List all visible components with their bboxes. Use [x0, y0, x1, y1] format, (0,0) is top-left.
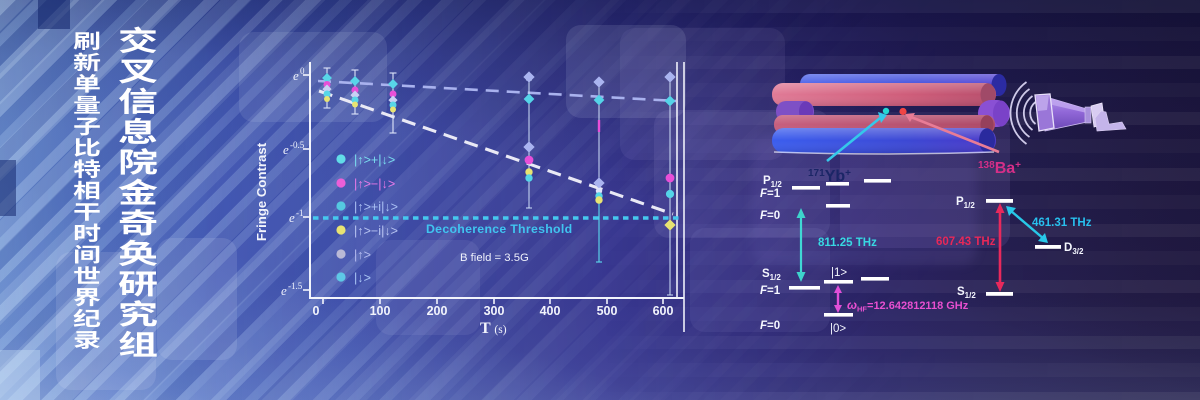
svg-text:e: e: [283, 142, 289, 157]
svg-text:F=1: F=1: [760, 188, 781, 200]
svg-text:|0>: |0>: [830, 323, 846, 335]
svg-text:T (s): T (s): [480, 320, 507, 337]
svg-text:|↑>+i|↓>: |↑>+i|↓>: [354, 200, 398, 214]
svg-text:300: 300: [484, 304, 505, 318]
svg-text:811.25 THz: 811.25 THz: [818, 237, 877, 249]
svg-text:S1/2: S1/2: [957, 286, 976, 300]
svg-text:F=0: F=0: [760, 320, 780, 332]
svg-text:607.43 THz: 607.43 THz: [936, 236, 996, 248]
svg-text:100: 100: [370, 304, 391, 318]
svg-text:P1/2: P1/2: [956, 196, 975, 210]
svg-text:P1/2: P1/2: [763, 175, 782, 189]
svg-text:e: e: [281, 283, 287, 298]
svg-text:ωHF=12.642812118 GHz: ωHF=12.642812118 GHz: [847, 298, 969, 314]
svg-text:|↑>+|↓>: |↑>+|↓>: [354, 153, 395, 167]
svg-text:|↑>−|↓>: |↑>−|↓>: [354, 177, 395, 191]
svg-text:138Ba+: 138Ba+: [978, 160, 1021, 177]
svg-text:171Yb+: 171Yb+: [808, 168, 851, 185]
svg-text:D3/2: D3/2: [1064, 242, 1084, 256]
svg-text:600: 600: [653, 304, 674, 318]
svg-text:|1>: |1>: [831, 267, 847, 279]
svg-text:S1/2: S1/2: [762, 268, 781, 282]
svg-text:Fringe Contrast: Fringe Contrast: [254, 142, 269, 241]
svg-text:e: e: [293, 68, 299, 83]
svg-text:461.31 THz: 461.31 THz: [1032, 217, 1092, 229]
svg-text:Decoherence Threshold: Decoherence Threshold: [426, 222, 572, 236]
svg-text:|↑>: |↑>: [354, 248, 371, 262]
svg-text:F=0: F=0: [760, 210, 780, 222]
svg-text:200: 200: [427, 304, 448, 318]
svg-text:400: 400: [540, 304, 561, 318]
svg-text:0: 0: [300, 66, 305, 76]
svg-text:e: e: [289, 210, 295, 225]
svg-text:-1: -1: [296, 208, 304, 218]
svg-text:-1.5: -1.5: [288, 281, 303, 291]
svg-text:|↓>: |↓>: [354, 271, 371, 285]
svg-text:B field = 3.5G: B field = 3.5G: [460, 252, 529, 264]
svg-text:500: 500: [597, 304, 618, 318]
svg-text:F=1: F=1: [760, 285, 781, 297]
svg-text:-0.5: -0.5: [290, 140, 305, 150]
svg-text:0: 0: [313, 304, 320, 318]
svg-text:|↑>−i|↓>: |↑>−i|↓>: [354, 224, 398, 238]
